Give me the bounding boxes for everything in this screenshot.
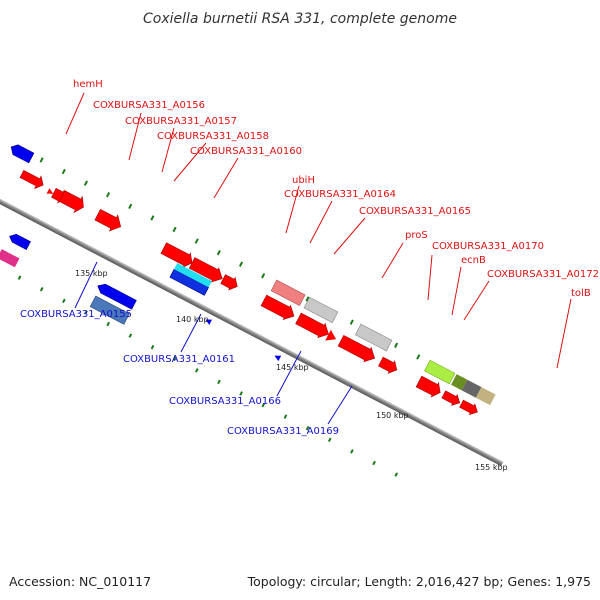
gene-proS bbox=[270, 279, 306, 306]
gene-A0173 bbox=[325, 329, 337, 341]
gene-COXBURSA331_A0164 bbox=[188, 257, 223, 283]
gene-COXBURSA331_A0169 bbox=[274, 355, 282, 362]
genome-summary-text: Topology: circular; Length: 2,016,427 bp… bbox=[247, 574, 591, 589]
forward-leader-lines bbox=[65, 92, 572, 369]
gene-COXBURSA331_A0170 bbox=[260, 294, 295, 321]
gene-A0178 bbox=[441, 390, 461, 406]
gene-COXBURSA331_A0158 bbox=[59, 190, 84, 214]
accession-text: Accession: NC_010117 bbox=[9, 574, 151, 589]
gene-COXBURSA331_A0160 bbox=[94, 208, 122, 232]
label-COXBURSA331_A0161: COXBURSA331_A0161 bbox=[123, 354, 235, 365]
forward-strand-genes bbox=[10, 144, 496, 416]
gene-ubiH bbox=[160, 242, 193, 268]
label-COXBURSA331_A0156: COXBURSA331_A0156 bbox=[93, 100, 205, 111]
gene-A0175 bbox=[378, 356, 398, 374]
gene-COXBURSA331_A0166 bbox=[205, 319, 213, 325]
gene-cyan bbox=[174, 263, 212, 288]
label-COXBURSA331_A0172: COXBURSA331_A0172 bbox=[487, 269, 599, 280]
gene-COXBURSA331_A0155 bbox=[9, 233, 31, 251]
label-ubiH: ubiH bbox=[292, 175, 315, 186]
gene-grey-2 bbox=[354, 323, 393, 352]
gene-A0177 bbox=[415, 375, 441, 398]
label-hemH: hemH bbox=[73, 79, 103, 90]
gene-khaki bbox=[475, 387, 496, 406]
gene-COXBURSA331_A0172 bbox=[295, 312, 329, 339]
gene-COXBURSA331_A0165 bbox=[220, 274, 238, 291]
gene-ecnB bbox=[303, 296, 339, 324]
gene-A0179 bbox=[459, 399, 478, 416]
label-COXBURSA331_A0158: COXBURSA331_A0158 bbox=[157, 131, 269, 142]
gene-tolB bbox=[424, 359, 456, 385]
genome-backbone bbox=[0, 137, 504, 467]
gene-left-blue-upper bbox=[10, 144, 35, 164]
label-COXBURSA331_A0155: COXBURSA331_A0155 bbox=[20, 309, 132, 320]
upper-tick-row bbox=[17, 145, 465, 383]
label-COXBURSA331_A0169: COXBURSA331_A0169 bbox=[227, 426, 339, 437]
lower-tick-row bbox=[17, 275, 399, 477]
scale-label-155: 155 kbp bbox=[475, 463, 508, 472]
forward-gene-labels: hemH COXBURSA331_A0156 COXBURSA331_A0157… bbox=[73, 79, 599, 299]
reverse-strand-genes bbox=[0, 233, 282, 362]
scale-label-140: 140 kbp bbox=[176, 315, 209, 324]
label-COXBURSA331_A0164: COXBURSA331_A0164 bbox=[284, 189, 396, 200]
gene-pink bbox=[0, 249, 20, 268]
label-COXBURSA331_A0165: COXBURSA331_A0165 bbox=[359, 206, 471, 217]
gene-COXBURSA331_A0156 bbox=[46, 188, 54, 194]
label-ecnB: ecnB bbox=[461, 255, 486, 266]
gene-hemH bbox=[19, 169, 44, 190]
label-COXBURSA331_A0157: COXBURSA331_A0157 bbox=[125, 116, 237, 127]
gene-A0174 bbox=[337, 335, 375, 363]
label-COXBURSA331_A0166: COXBURSA331_A0166 bbox=[169, 396, 281, 407]
map-title: Coxiella burnetii RSA 331, complete geno… bbox=[143, 11, 457, 27]
label-COXBURSA331_A0160: COXBURSA331_A0160 bbox=[190, 146, 302, 157]
reverse-gene-labels: COXBURSA331_A0155 COXBURSA331_A0161 COXB… bbox=[20, 309, 339, 437]
reverse-leader-lines bbox=[74, 261, 353, 425]
label-proS: proS bbox=[405, 230, 428, 241]
gene-steel bbox=[89, 295, 130, 325]
gene-COXBURSA331_A0161 bbox=[97, 283, 137, 310]
scale-label-150: 150 kbp bbox=[376, 411, 409, 420]
label-tolB: tolB bbox=[571, 288, 591, 299]
label-COXBURSA331_A0170: COXBURSA331_A0170 bbox=[432, 241, 544, 252]
scale-label-145: 145 kbp bbox=[276, 363, 309, 372]
gene-olive bbox=[451, 374, 468, 391]
gene-dark-grey bbox=[461, 379, 482, 398]
scale-label-135: 135 kbp bbox=[75, 269, 108, 278]
scale-labels: 135 kbp 140 kbp 145 kbp 150 kbp 155 kbp bbox=[75, 269, 508, 472]
